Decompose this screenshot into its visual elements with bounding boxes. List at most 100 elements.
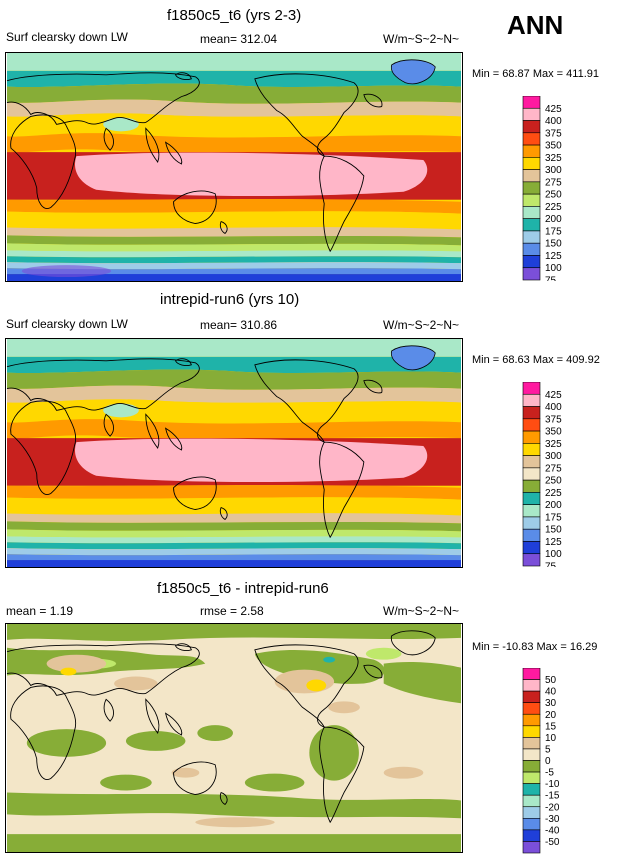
panel2-title: intrepid-run6 (yrs 10) <box>160 291 300 308</box>
colorbar-swatch <box>522 748 541 761</box>
colorbar-swatch <box>522 841 541 854</box>
colorbar-swatch <box>522 96 541 109</box>
panel2-mean-label: mean= 310.86 <box>200 318 278 332</box>
colorbar-label: -15 <box>545 791 560 802</box>
colorbar-swatch <box>522 157 541 170</box>
colorbar-swatch <box>522 794 541 808</box>
colorbar-label: 125 <box>545 251 562 262</box>
colorbar-swatch <box>522 760 541 773</box>
colorbar-swatch <box>522 668 541 680</box>
panel3-mean-label: mean = 1.19 <box>6 604 74 618</box>
colorbar-label: 350 <box>545 141 562 152</box>
colorbar-swatch <box>522 690 541 703</box>
colorbar-swatch <box>522 181 541 195</box>
colorbar-label: 375 <box>545 414 562 425</box>
colorbar-label: 50 <box>545 675 557 686</box>
colorbar-swatch <box>522 107 541 121</box>
colorbar-label: 100 <box>545 263 562 274</box>
colorbar-swatch <box>522 492 541 505</box>
colorbar-swatch <box>522 267 541 281</box>
colorbar-label: 15 <box>545 721 557 732</box>
colorbar-swatch <box>522 169 541 183</box>
colorbar-swatch <box>522 406 541 420</box>
colorbar-label: 225 <box>545 202 562 213</box>
panel2-units-label: W/m~S~2~N~ <box>383 318 460 332</box>
colorbar-swatch <box>522 737 541 750</box>
colorbar-label: 20 <box>545 710 557 721</box>
colorbar-label: -5 <box>545 768 554 779</box>
panel1-units-label: W/m~S~2~N~ <box>383 32 460 46</box>
colorbar-label: 5 <box>545 744 551 755</box>
colorbar-swatch <box>522 541 541 555</box>
colorbar-swatch <box>522 443 541 456</box>
colorbar-swatch <box>522 528 541 542</box>
panel3-units-label: W/m~S~2~N~ <box>383 604 460 618</box>
colorbar-label: 400 <box>545 402 562 413</box>
colorbar-label: 400 <box>545 116 562 127</box>
colorbar-swatch <box>522 230 541 244</box>
colorbar-label: 175 <box>545 512 562 523</box>
colorbar-label: 75 <box>545 562 557 568</box>
colorbar-label: -30 <box>545 814 560 825</box>
colorbar-swatch <box>522 455 541 469</box>
colorbar-label: 200 <box>545 214 562 225</box>
colorbar-swatch <box>522 713 541 727</box>
colorbar-label: 300 <box>545 165 562 176</box>
colorbar-label: 10 <box>545 733 557 744</box>
colorbar-label: 125 <box>545 537 562 548</box>
colorbar-swatch <box>522 242 541 256</box>
colorbar-swatch <box>522 504 541 518</box>
colorbar-swatch <box>522 206 541 219</box>
panel1-variable-label: Surf clearsky down LW <box>6 30 128 44</box>
colorbar-label: 150 <box>545 239 562 250</box>
colorbar-label: 150 <box>545 525 562 536</box>
panel1-title: f1850c5_t6 (yrs 2-3) <box>167 7 302 24</box>
colorbar-label: -10 <box>545 779 560 790</box>
panel2-colorbar-swatches <box>522 382 541 567</box>
panel1-map <box>5 52 463 282</box>
colorbar-swatch <box>522 818 541 831</box>
colorbar-swatch <box>522 418 541 432</box>
colorbar-label: 350 <box>545 427 562 438</box>
colorbar-label: 30 <box>545 698 557 709</box>
colorbar-label: 325 <box>545 439 562 450</box>
colorbar-swatch <box>522 144 541 158</box>
colorbar-label: 100 <box>545 549 562 560</box>
colorbar-swatch <box>522 679 541 692</box>
colorbar-swatch <box>522 771 541 784</box>
panel3-title: f1850c5_t6 - intrepid-run6 <box>157 580 329 597</box>
colorbar-label: 250 <box>545 190 562 201</box>
colorbar-swatch <box>522 120 541 134</box>
colorbar-swatch <box>522 553 541 567</box>
colorbar-swatch <box>522 516 541 530</box>
panel3-map <box>5 623 463 853</box>
colorbar-label: 0 <box>545 756 551 767</box>
panel3-rmse-label: rmse = 2.58 <box>200 604 264 618</box>
season-label: ANN <box>507 10 564 40</box>
colorbar-swatch <box>522 193 541 207</box>
colorbar-swatch <box>522 829 541 842</box>
colorbar-swatch <box>522 132 541 146</box>
colorbar-label: 375 <box>545 128 562 139</box>
panel1-min-max: Min = 68.87 Max = 411.91 <box>472 68 599 80</box>
colorbar-label: 425 <box>545 104 562 115</box>
panel3-min-max: Min = -10.83 Max = 16.29 <box>472 641 598 653</box>
panel2-min-max: Min = 68.63 Max = 409.92 <box>472 354 600 366</box>
colorbar-swatch <box>522 725 541 738</box>
colorbar-swatch <box>522 783 541 796</box>
colorbar-swatch <box>522 702 541 715</box>
colorbar-label: 75 <box>545 276 557 282</box>
colorbar-swatch <box>522 255 541 269</box>
colorbar-label: 275 <box>545 177 562 188</box>
colorbar-label: 325 <box>545 153 562 164</box>
panel2-map <box>5 338 463 568</box>
panel1-mean-label: mean= 312.04 <box>200 32 278 46</box>
colorbar-label: 40 <box>545 687 557 698</box>
colorbar-label: 250 <box>545 476 562 487</box>
